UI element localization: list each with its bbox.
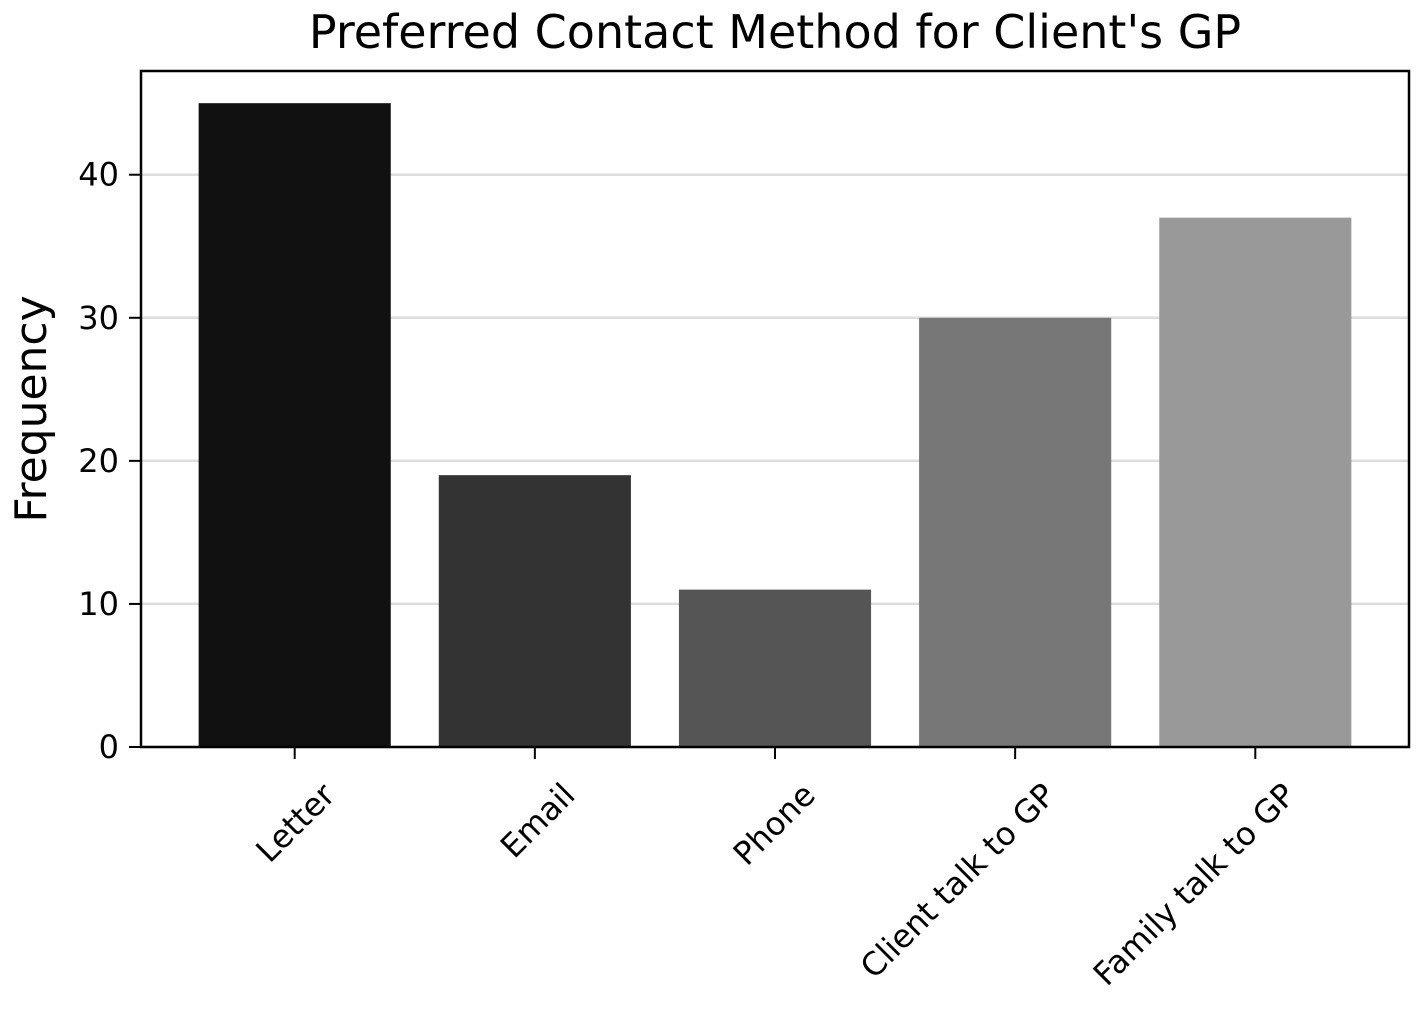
- x-tick-label: Family talk to GP: [1086, 776, 1303, 993]
- y-tick-label: 40: [78, 156, 119, 194]
- bar: [919, 317, 1112, 747]
- y-tick-label: 10: [78, 585, 119, 623]
- plot-frame: [139, 69, 1411, 749]
- x-tick-label: Phone: [726, 776, 823, 873]
- bar: [438, 475, 631, 747]
- y-tick-label: 30: [78, 299, 119, 337]
- x-tick-label: Client talk to GP: [853, 776, 1063, 986]
- y-axis-label: Frequency: [6, 295, 57, 522]
- y-tick-label: 0: [99, 728, 119, 766]
- x-tick-label: Email: [493, 776, 583, 866]
- x-tick-label: Letter: [248, 775, 343, 870]
- y-tick-label: 20: [78, 442, 119, 480]
- bar: [198, 103, 391, 747]
- bar: [678, 589, 872, 747]
- chart-title: Preferred Contact Method for Client's GP: [309, 5, 1241, 59]
- bar: [1159, 217, 1352, 747]
